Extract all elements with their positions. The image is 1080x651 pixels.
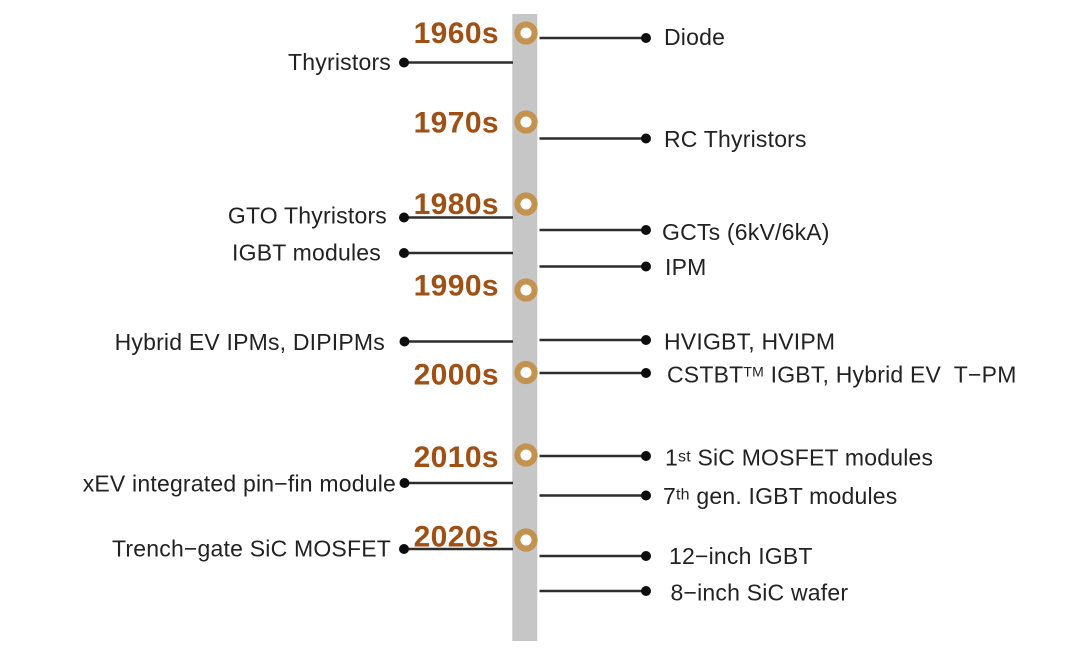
svg-text:IGBT modules: IGBT modules <box>232 240 381 266</box>
svg-text:12−inch IGBT: 12−inch IGBT <box>669 543 813 569</box>
svg-text:Trench−gate SiC MOSFET: Trench−gate SiC MOSFET <box>112 536 391 562</box>
svg-text:GCTs (6kV/6kA): GCTs (6kV/6kA) <box>662 219 830 245</box>
svg-text:1970s: 1970s <box>414 107 499 140</box>
svg-text:Diode: Diode <box>664 24 725 50</box>
svg-text:GTO Thyristors: GTO Thyristors <box>228 203 387 229</box>
svg-text:1960s: 1960s <box>414 17 499 50</box>
svg-text:xEV integrated pin−fin module: xEV integrated pin−fin module <box>83 471 396 497</box>
svg-text:Hybrid EV IPMs, DIPIPMs: Hybrid EV IPMs, DIPIPMs <box>115 329 385 355</box>
svg-text:CSTBTTM IGBT, Hybrid EV T−PM: CSTBTTM IGBT, Hybrid EV T−PM <box>667 362 1017 388</box>
svg-text:1990s: 1990s <box>414 270 499 303</box>
svg-text:1980s: 1980s <box>414 188 499 221</box>
svg-text:2000s: 2000s <box>414 359 499 392</box>
svg-text:7th gen. IGBT modules: 7th gen. IGBT modules <box>663 483 897 509</box>
svg-text:Thyristors: Thyristors <box>288 49 391 75</box>
svg-text:8−inch SiC wafer: 8−inch SiC wafer <box>671 580 849 606</box>
svg-text:2020s: 2020s <box>414 521 499 554</box>
svg-text:IPM: IPM <box>665 254 707 280</box>
svg-text:1st SiC MOSFET modules: 1st SiC MOSFET modules <box>665 445 933 471</box>
svg-text:2010s: 2010s <box>414 441 499 474</box>
svg-text:HVIGBT, HVIPM: HVIGBT, HVIPM <box>664 329 835 355</box>
svg-text:RC Thyristors: RC Thyristors <box>664 126 807 152</box>
